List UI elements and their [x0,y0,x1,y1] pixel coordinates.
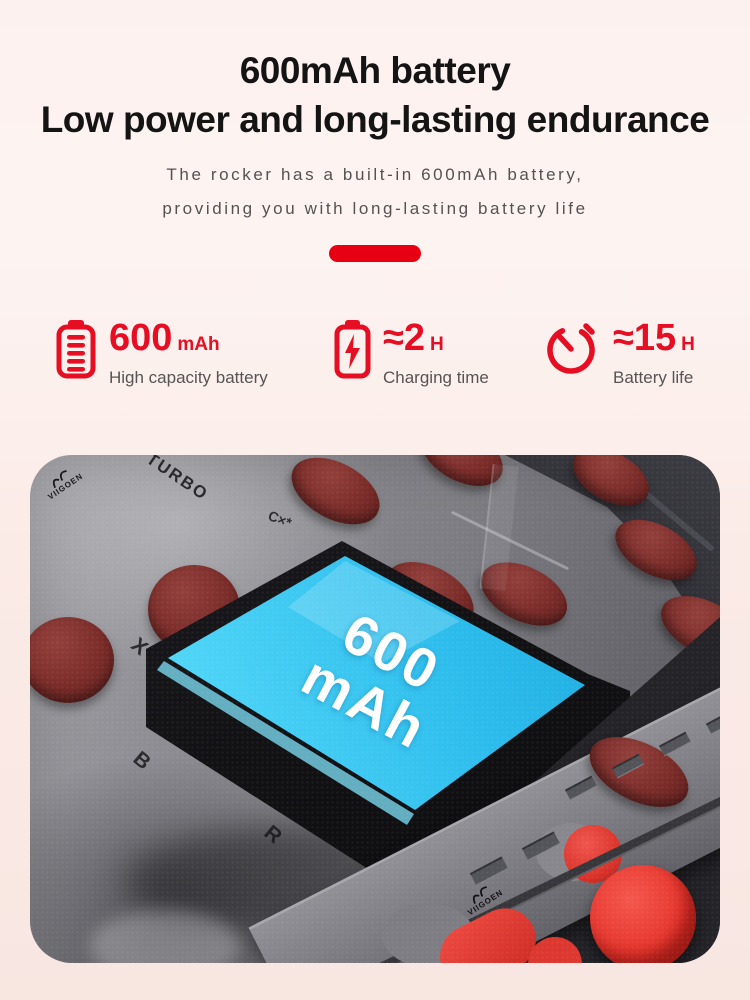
page-title-line1: 600mAh battery [239,50,511,91]
feature-value: ≈15 [613,317,677,359]
feature-unit: H [681,334,695,355]
feature-unit: H [430,334,444,355]
subtitle-line2: providing you with long-lasting battery … [162,199,588,218]
feature-charging: ≈2 H Charging time [333,318,489,388]
feature-label: Battery life [613,368,694,387]
feature-text: ≈15 H Battery life [613,318,695,388]
red-divider [329,245,421,262]
feature-value: ≈2 [383,317,425,359]
battery-icon [55,318,97,385]
feature-label: High capacity battery [109,368,268,387]
feature-label: Charging time [383,368,489,387]
feature-text: ≈2 H Charging time [383,318,489,388]
subtitle-line1: The rocker has a built-in 600mAh battery… [166,165,584,184]
feature-unit: mAh [177,334,220,355]
red-button [590,865,696,963]
controller-button [30,617,114,703]
feature-value: 600 [109,317,173,359]
stopwatch-icon [543,318,601,383]
charging-battery-icon [333,318,371,385]
feature-battery-life: ≈15 H Battery life [543,318,695,388]
product-photo: TURBO C×* X B R VIIGOEN 600 mAh [30,455,720,963]
brand-logo-icon [473,886,488,904]
surface-highlight [90,910,240,963]
brand-logo: VIIGOEN [40,462,85,501]
feature-capacity: 600 mAh High capacity battery [55,318,268,388]
feature-text: 600 mAh High capacity battery [109,318,268,388]
leather-texture [30,455,720,963]
page-title-line2: Low power and long-lasting endurance [40,99,710,140]
brand-logo-icon [53,470,67,488]
brand-logo: VIIGOEN [460,878,505,917]
